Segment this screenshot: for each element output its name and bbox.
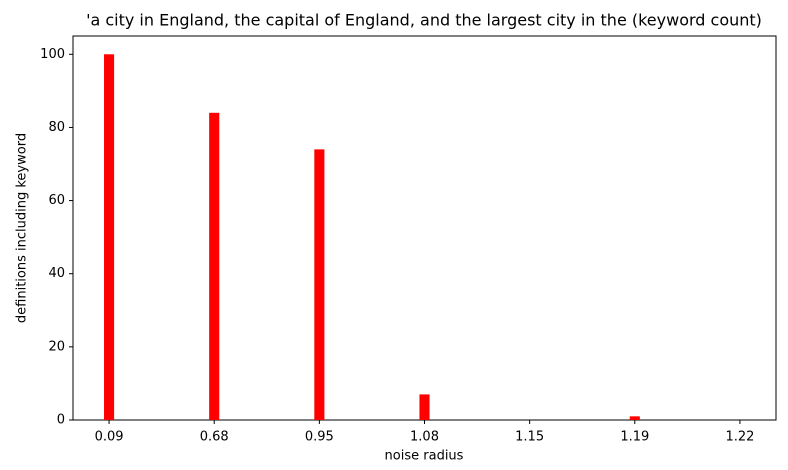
chart-title: 'a city in England, the capital of Engla… xyxy=(86,11,762,30)
y-tick-label: 80 xyxy=(48,120,65,135)
y-tick-label: 20 xyxy=(48,339,65,354)
y-tick-label: 60 xyxy=(48,193,65,208)
y-tick-label: 100 xyxy=(40,47,65,62)
bar xyxy=(314,149,325,420)
bar xyxy=(419,394,430,420)
x-tick-label: 1.08 xyxy=(410,430,439,445)
plot-frame xyxy=(72,35,777,421)
x-tick-label: 1.15 xyxy=(515,430,544,445)
y-axis-label: definitions including keyword xyxy=(15,133,30,323)
x-axis-label: noise radius xyxy=(385,449,464,464)
bar xyxy=(629,416,640,420)
x-tick-label: 0.95 xyxy=(305,430,334,445)
x-tick-label: 0.09 xyxy=(95,430,124,445)
x-tick-label: 0.68 xyxy=(200,430,229,445)
y-tick-label: 0 xyxy=(57,413,65,428)
x-tick-label: 1.19 xyxy=(620,430,649,445)
y-tick-label: 40 xyxy=(48,266,65,281)
x-tick-label: 1.22 xyxy=(725,430,754,445)
bar xyxy=(104,54,115,421)
bar xyxy=(209,112,220,421)
